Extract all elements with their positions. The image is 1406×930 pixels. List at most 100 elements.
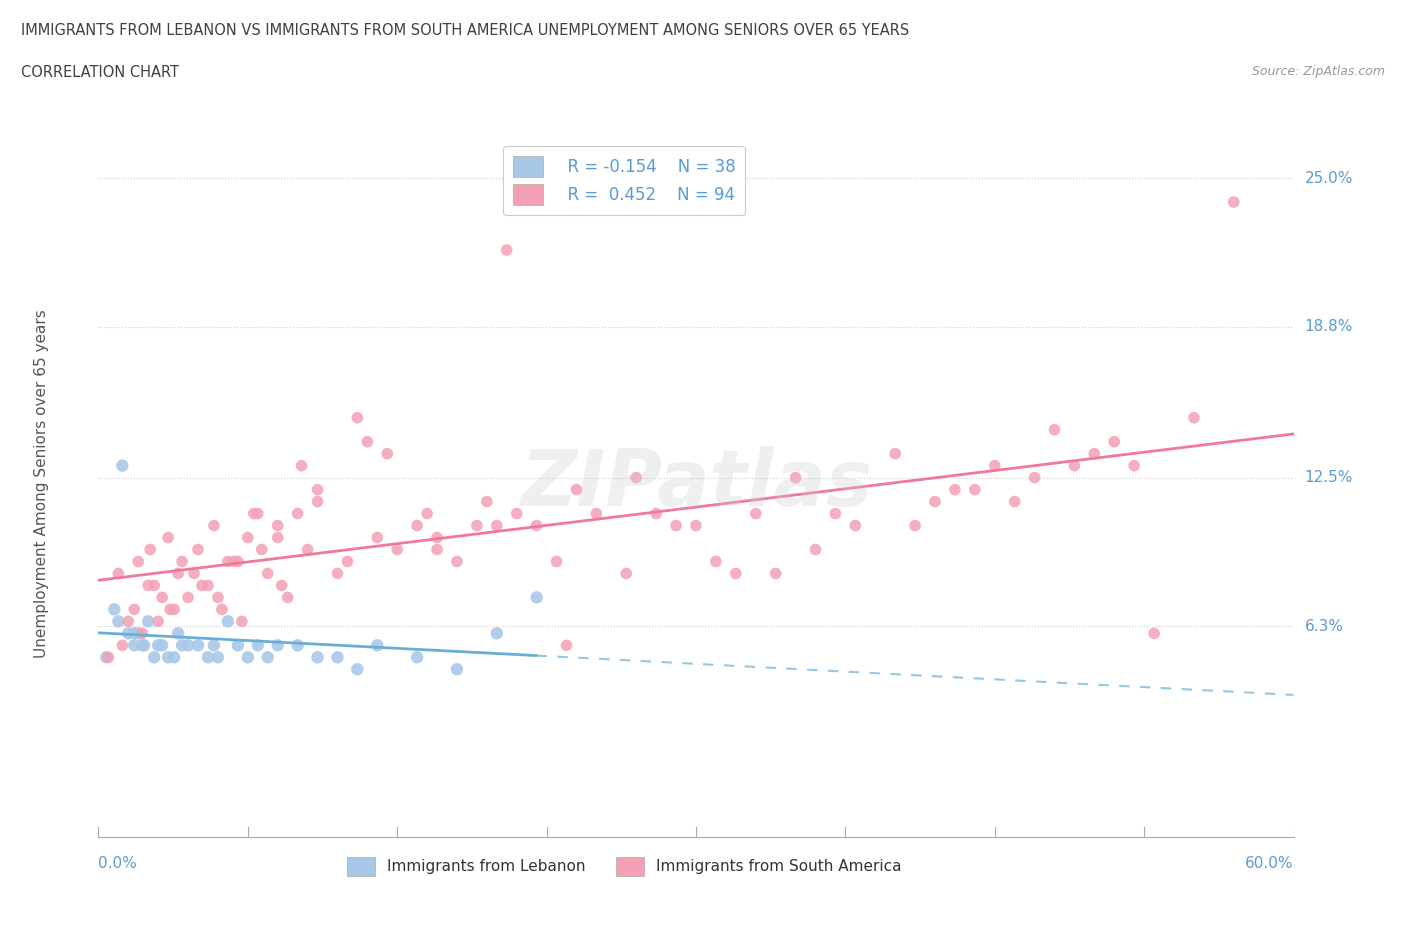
Point (614, 566, 637, 581)
Point (202, 518, 225, 533)
Point (406, 518, 429, 533)
Point (136, 614, 159, 629)
Point (107, 566, 129, 581)
Point (131, 626, 153, 641)
Point (183, 566, 205, 581)
Point (150, 638, 173, 653)
Point (665, 518, 688, 533)
Text: ZIPatlas: ZIPatlas (520, 445, 872, 522)
Point (236, 530, 259, 545)
Point (506, 506, 529, 521)
Point (127, 554, 149, 569)
Point (207, 590, 229, 604)
Point (134, 638, 156, 653)
Point (136, 578, 159, 592)
Point (1143, 626, 1166, 641)
Point (307, 494, 329, 509)
Point (526, 518, 548, 533)
Point (326, 566, 349, 581)
Point (1104, 434, 1126, 449)
Point (197, 578, 219, 592)
Point (202, 638, 225, 653)
Point (246, 506, 269, 521)
Point (366, 638, 388, 653)
Point (1024, 471, 1046, 485)
Text: IMMIGRANTS FROM LEBANON VS IMMIGRANTS FROM SOUTH AMERICA UNEMPLOYMENT AMONG SENI: IMMIGRANTS FROM LEBANON VS IMMIGRANTS FR… (21, 23, 910, 38)
Point (485, 518, 508, 533)
Point (148, 614, 170, 629)
Point (385, 542, 409, 557)
Point (270, 578, 292, 592)
Point (139, 542, 162, 557)
Point (124, 602, 146, 617)
Point (226, 638, 249, 653)
Text: 0.0%: 0.0% (98, 857, 138, 871)
Point (143, 650, 166, 665)
Text: 18.8%: 18.8% (1305, 319, 1353, 334)
Point (256, 566, 278, 581)
Text: 60.0%: 60.0% (1246, 857, 1294, 871)
Point (366, 530, 388, 545)
Point (426, 542, 449, 557)
Point (163, 650, 186, 665)
Point (804, 542, 827, 557)
Point (1182, 410, 1205, 425)
Point (963, 482, 986, 497)
Point (117, 626, 139, 641)
Point (904, 518, 927, 533)
Point (943, 482, 966, 497)
Point (167, 566, 190, 581)
Point (297, 542, 319, 557)
Point (187, 542, 209, 557)
Point (111, 638, 134, 653)
Point (526, 590, 548, 604)
Text: Source: ZipAtlas.com: Source: ZipAtlas.com (1251, 65, 1385, 78)
Point (167, 626, 190, 641)
Point (406, 650, 429, 665)
Point (626, 471, 648, 485)
Point (765, 566, 787, 581)
Point (416, 506, 439, 521)
Point (103, 602, 125, 617)
Point (150, 590, 173, 604)
Point (197, 650, 219, 665)
Point (107, 614, 129, 629)
Point (127, 626, 149, 641)
Point (1223, 194, 1246, 209)
Point (163, 602, 186, 617)
Point (256, 650, 278, 665)
Point (555, 638, 578, 653)
Point (172, 638, 194, 653)
Point (243, 506, 266, 521)
Point (565, 482, 588, 497)
Point (131, 638, 153, 653)
Text: 6.3%: 6.3% (1305, 618, 1344, 633)
Point (187, 638, 209, 653)
Point (226, 554, 249, 569)
Point (546, 554, 568, 569)
Point (446, 662, 468, 677)
Point (585, 506, 607, 521)
Point (356, 434, 378, 449)
Point (645, 506, 668, 521)
Point (287, 506, 309, 521)
Point (277, 590, 299, 604)
Point (111, 458, 134, 473)
Point (124, 626, 146, 641)
Point (96, 650, 118, 665)
Point (1004, 494, 1026, 509)
Point (785, 471, 807, 485)
Point (426, 530, 449, 545)
Point (124, 638, 146, 653)
Point (495, 243, 517, 258)
Text: CORRELATION CHART: CORRELATION CHART (21, 65, 179, 80)
Point (267, 518, 290, 533)
Point (217, 554, 239, 569)
Point (143, 578, 166, 592)
Text: Unemployment Among Seniors over 65 years: Unemployment Among Seniors over 65 years (34, 309, 49, 658)
Legend: Immigrants from Lebanon, Immigrants from South America: Immigrants from Lebanon, Immigrants from… (342, 851, 907, 883)
Point (159, 602, 181, 617)
Point (211, 602, 233, 617)
Point (685, 518, 707, 533)
Point (336, 554, 359, 569)
